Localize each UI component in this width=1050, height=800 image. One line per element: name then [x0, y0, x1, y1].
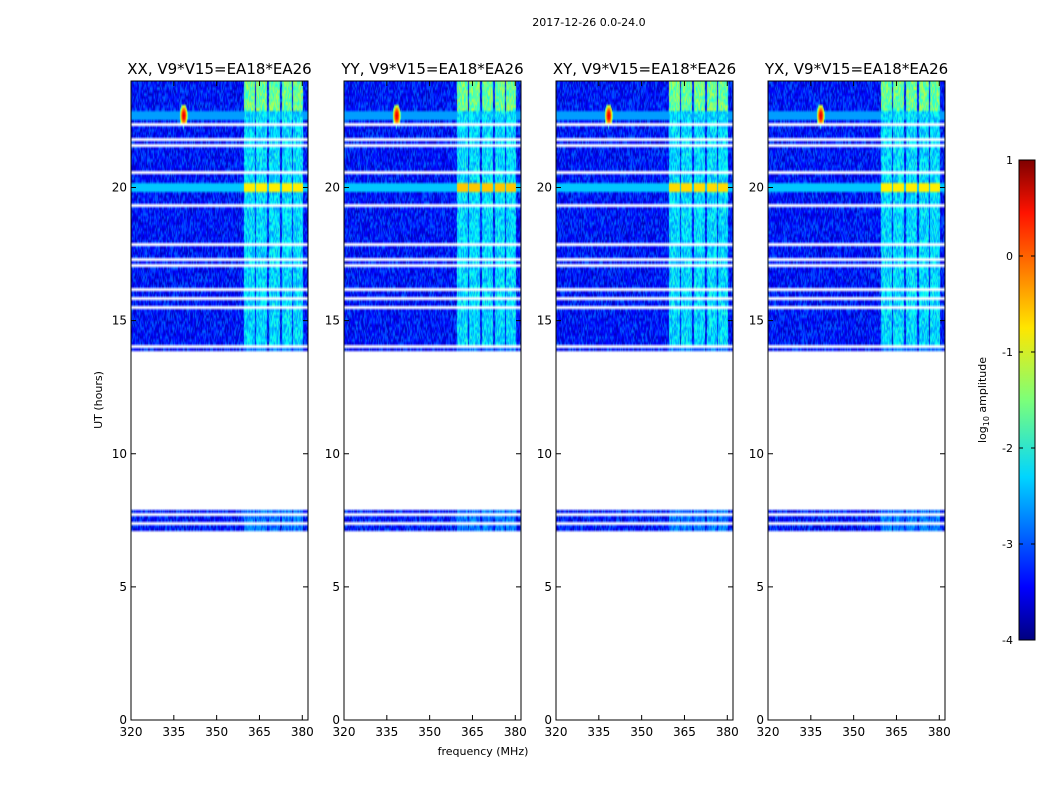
y-tick-label: 0 — [544, 713, 552, 727]
panel-xx: XX, V9*V15=EA18*EA26 320 335 350 365 380 0 5 10 1… — [112, 60, 314, 739]
y-tick-label: 20 — [749, 181, 764, 195]
y-tick-label: 10 — [749, 447, 764, 461]
y-tick-label: 15 — [325, 314, 340, 328]
panel-title: XX, V9*V15=EA18*EA26 — [127, 60, 311, 78]
colorbar-tick-label: -4 — [1002, 634, 1013, 647]
colorbar-tick-label: -1 — [1002, 346, 1013, 359]
figure-suptitle: 2017-12-26 0.0-24.0 — [532, 16, 645, 29]
y-tick-label: 15 — [537, 314, 552, 328]
y-tick-label: 10 — [112, 447, 127, 461]
x-tick-label: 320 — [757, 725, 780, 739]
x-tick-label: 335 — [587, 725, 610, 739]
panel-frame — [343, 80, 522, 721]
y-tick-label: 5 — [756, 580, 764, 594]
y-tick-label: 5 — [544, 580, 552, 594]
panel-title: YY, V9*V15=EA18*EA26 — [340, 60, 523, 78]
x-tick-label: 365 — [248, 725, 271, 739]
colorbar-tick-label: -2 — [1002, 442, 1013, 455]
y-tick-label: 0 — [756, 713, 764, 727]
x-tick-label: 350 — [418, 725, 441, 739]
y-tick-label: 20 — [325, 181, 340, 195]
y-tick-label: 20 — [112, 181, 127, 195]
colorbar-tick-label: -3 — [1002, 538, 1013, 551]
heatmap-image — [131, 81, 308, 720]
y-axis-label: UT (hours) — [92, 371, 105, 429]
colorbar-label: log10 amplitude — [976, 357, 991, 443]
panel-title: YX, V9*V15=EA18*EA26 — [764, 60, 948, 78]
panel-title: XY, V9*V15=EA18*EA26 — [553, 60, 736, 78]
y-tick-label: 0 — [119, 713, 127, 727]
y-tick-label: 5 — [332, 580, 340, 594]
x-axis-label: frequency (MHz) — [438, 745, 529, 758]
panels-group: XX, V9*V15=EA18*EA26 320 335 350 365 380 0 5 10 1… — [112, 60, 951, 739]
colorbar: 1 0 -1 -2 -3 -4 log10 amplitude — [976, 154, 1036, 647]
x-tick-label: 380 — [291, 725, 314, 739]
panel-yx: YX, V9*V15=EA18*EA26 320 335 350 365 380 0 5 10 1… — [749, 60, 951, 739]
x-tick-label: 350 — [842, 725, 865, 739]
x-tick-label: 380 — [716, 725, 739, 739]
x-tick-label: 335 — [799, 725, 822, 739]
y-tick-label: 20 — [537, 181, 552, 195]
y-tick-label: 5 — [119, 580, 127, 594]
panel-yy: YY, V9*V15=EA18*EA26 320 335 350 365 380 0 5 10 1… — [325, 60, 527, 739]
colorbar-tick-label: 1 — [1006, 154, 1013, 167]
heatmap-image — [344, 81, 521, 720]
x-tick-label: 365 — [885, 725, 908, 739]
x-tick-label: 365 — [461, 725, 484, 739]
y-tick-label: 15 — [749, 314, 764, 328]
panel-frame — [130, 80, 309, 721]
colorbar-tick-label: 0 — [1006, 250, 1013, 263]
x-tick-label: 335 — [162, 725, 185, 739]
panel-xy: XY, V9*V15=EA18*EA26 320 335 350 365 380 0 5 10 1… — [537, 60, 739, 739]
panel-frame — [555, 80, 734, 721]
x-tick-label: 350 — [205, 725, 228, 739]
x-tick-label: 335 — [375, 725, 398, 739]
x-tick-label: 350 — [630, 725, 653, 739]
y-tick-label: 10 — [325, 447, 340, 461]
x-tick-label: 380 — [928, 725, 951, 739]
panel-frame — [767, 80, 946, 721]
heatmap-image — [556, 81, 733, 720]
heatmap-image — [768, 81, 945, 720]
x-tick-label: 320 — [333, 725, 356, 739]
x-tick-label: 365 — [673, 725, 696, 739]
x-tick-label: 320 — [545, 725, 568, 739]
x-tick-label: 380 — [504, 725, 527, 739]
colorbar-ticks: 1 0 -1 -2 -3 -4 — [1002, 154, 1035, 647]
colorbar-gradient — [1018, 159, 1036, 641]
y-tick-label: 15 — [112, 314, 127, 328]
y-tick-label: 0 — [332, 713, 340, 727]
y-tick-label: 10 — [537, 447, 552, 461]
x-tick-label: 320 — [120, 725, 143, 739]
